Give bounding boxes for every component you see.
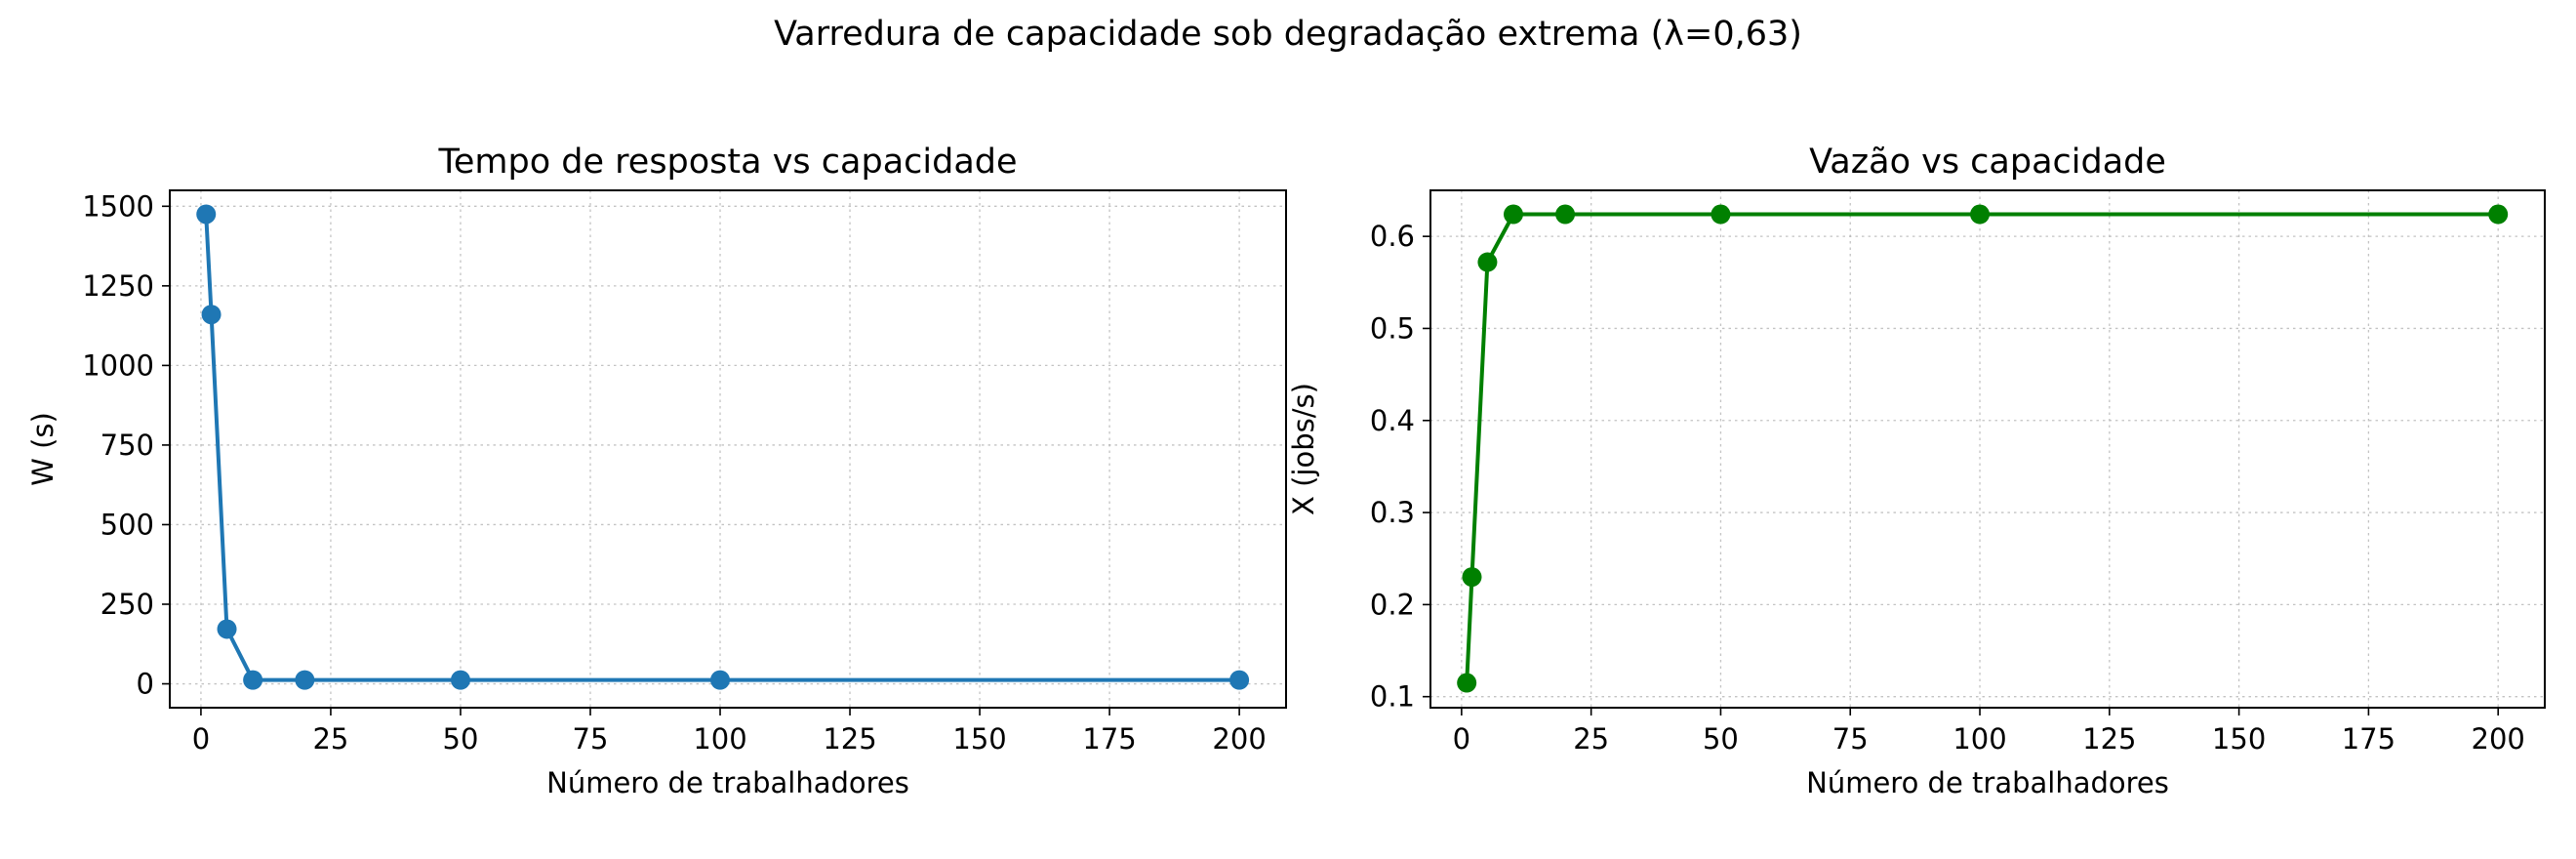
x-tick-label: 125 <box>2082 722 2136 756</box>
x-tick-label: 50 <box>1703 722 1739 756</box>
chart-panel-throughput: 0 25 50 75 100 125 150 175 200 0.1 0.2 0.3 0.4 0.5 0.6… <box>1287 143 2546 799</box>
x-tick-label: 150 <box>2212 722 2266 756</box>
x-tick-label: 175 <box>1082 722 1136 756</box>
data-point <box>710 670 731 690</box>
x-tick-label: 200 <box>2472 722 2525 756</box>
data-point <box>201 305 221 325</box>
y-tick-label: 0.3 <box>1370 496 1415 529</box>
y-axis-label: X (jobs/s) <box>1287 383 1320 515</box>
y-tick-label: 750 <box>101 429 154 462</box>
data-point <box>1462 567 1482 588</box>
y-tick-label: 0.5 <box>1370 311 1415 345</box>
data-point <box>217 619 237 639</box>
x-tick-label: 150 <box>952 722 1006 756</box>
figure-suptitle: Varredura de capacidade sob degradação e… <box>774 15 1802 54</box>
chart-panel-response-time: 0 25 50 75 100 125 150 175 200 0 250 500 750 1000 1250… <box>26 143 1287 799</box>
y-tick-label: 500 <box>101 508 154 541</box>
chart-title: Tempo de resposta vs capacidade <box>437 143 1017 182</box>
x-tick-label: 25 <box>1573 722 1609 756</box>
series-line <box>1465 212 2499 683</box>
x-tick-label: 175 <box>2342 722 2395 756</box>
data-point <box>1229 670 1250 690</box>
x-tick-label: 125 <box>823 722 876 756</box>
data-point <box>1503 204 1523 225</box>
plot-frame <box>169 189 1287 709</box>
series-line <box>204 214 1240 682</box>
x-tick-label: 25 <box>312 722 348 756</box>
x-axis-label: Número de trabalhadores <box>546 766 909 799</box>
x-tick-label: 75 <box>573 722 609 756</box>
y-tick-label: 1500 <box>82 189 154 223</box>
x-tick-label: 50 <box>443 722 479 756</box>
data-point <box>2488 204 2509 225</box>
y-tick-label: 0.4 <box>1370 404 1415 437</box>
x-tick-label: 75 <box>1832 722 1869 756</box>
chart-title: Vazão vs capacidade <box>1809 143 2166 182</box>
y-tick-label: 0.1 <box>1370 680 1415 714</box>
data-point <box>295 670 315 690</box>
y-tick-label: 0 <box>137 668 154 701</box>
data-point <box>1555 204 1576 225</box>
plot-frame <box>1429 189 2546 709</box>
data-point <box>1711 204 1731 225</box>
x-tick-label: 100 <box>693 722 746 756</box>
y-tick-label: 0.2 <box>1370 588 1415 621</box>
data-point <box>196 204 217 225</box>
y-tick-label: 250 <box>101 588 154 621</box>
y-tick-label: 0.6 <box>1370 220 1415 253</box>
x-tick-label: 0 <box>1453 722 1470 756</box>
data-point <box>1970 204 1991 225</box>
x-tick-label: 200 <box>1212 722 1266 756</box>
y-tick-label: 1000 <box>82 348 154 382</box>
x-axis-label: Número de trabalhadores <box>1806 766 2169 799</box>
y-axis-label: W (s) <box>26 412 60 486</box>
x-tick-label: 100 <box>1952 722 2006 756</box>
data-point <box>1477 252 1498 272</box>
data-point <box>1457 673 1477 693</box>
data-point <box>450 670 470 690</box>
x-tick-label: 0 <box>192 722 210 756</box>
data-point <box>243 670 263 690</box>
y-tick-label: 1250 <box>82 269 154 303</box>
